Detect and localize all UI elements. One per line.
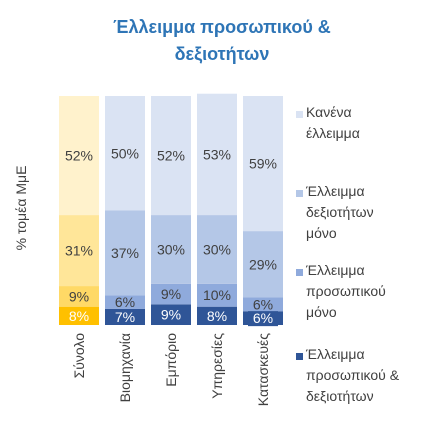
legend-label: Κανένα έλλειμμα: [306, 102, 444, 144]
bar-segment: [105, 96, 145, 211]
legend-swatch: [296, 353, 303, 360]
data-label: 59%: [249, 156, 277, 172]
data-label: 50%: [111, 145, 139, 161]
data-label: 8%: [207, 308, 227, 324]
y-axis-label: % τομέα ΜμΕ: [13, 166, 29, 251]
data-label: 6%: [253, 310, 273, 326]
bar-segment: [243, 297, 283, 312]
legend-label-line: Κανένα: [306, 104, 352, 120]
legend-label-line: Έλλειμμα: [306, 262, 365, 278]
chart-title-line-1: Έλλειμμα προσωπικού &: [113, 17, 331, 37]
bar-segment: [59, 286, 99, 307]
chart-title-line-2: δεξιοτήτων: [174, 44, 270, 64]
data-label: 7%: [115, 309, 135, 325]
legend-label-line: μόνο: [306, 225, 337, 241]
bar-segment: [151, 96, 191, 216]
data-label: 6%: [253, 296, 273, 312]
data-label: 9%: [69, 288, 89, 304]
data-label: 9%: [161, 307, 181, 323]
bar-segment: [105, 210, 145, 296]
data-label: 30%: [203, 241, 231, 257]
bar-segment: [243, 96, 283, 232]
legend-label: Έλλειμμα προσωπικού & δεξιοτήτων: [306, 344, 444, 407]
bar-segment: [151, 283, 191, 305]
x-tick-label: Βιομηχανία: [117, 333, 133, 402]
bar-segment: [197, 93, 237, 216]
chart-title: Έλλειμμα προσωπικού & δεξιοτήτων: [0, 14, 444, 68]
data-label-background: [156, 307, 186, 323]
data-label: 8%: [69, 308, 89, 324]
data-label: 31%: [65, 243, 93, 259]
x-tick-label: Εμπόριο: [163, 333, 179, 387]
legend-label-line: έλλειμμα: [306, 125, 360, 141]
data-label: 9%: [161, 286, 181, 302]
data-label: 6%: [115, 294, 135, 310]
x-tick-label: Κατασκευές: [255, 333, 271, 406]
data-label: 30%: [157, 241, 185, 257]
bar-segment: [59, 96, 99, 216]
bars-layer: [59, 93, 283, 325]
legend-label: Έλλειμμα προσωπικού μόνο: [306, 260, 444, 323]
bar-segment: [197, 215, 237, 284]
data-label-background: [64, 308, 94, 324]
bar-segment: [59, 215, 99, 287]
legend-label-line: μόνο: [306, 304, 337, 320]
legend-label: Έλλειμμα δεξιοτήτων μόνο: [306, 181, 444, 244]
data-label: 37%: [111, 245, 139, 261]
data-label: 53%: [203, 146, 231, 162]
legend-swatch: [296, 111, 303, 118]
legend-label-line: Έλλειμμα: [306, 183, 365, 199]
bar-segment: [105, 295, 145, 309]
legend-label-line: δεξιοτήτων: [306, 388, 374, 404]
data-label-background: [202, 308, 232, 324]
legend-label-line: προσωπικού: [306, 283, 386, 299]
data-label: 52%: [65, 148, 93, 164]
legend-swatch: [296, 269, 303, 276]
data-labels-layer: 8%9%31%52%7%6%37%50%9%9%30%52%8%10%30%53…: [64, 145, 278, 327]
data-label: 29%: [249, 256, 277, 272]
legend-label-line: δεξιοτήτων: [306, 204, 374, 220]
bar-segment: [243, 231, 283, 298]
x-tick-label: Σύνολο: [71, 333, 87, 379]
x-tick-labels-layer: Σύνολο Βιομηχανία Εμπόριο Υπηρεσίες Κατασκευ…: [71, 333, 271, 406]
data-label: 10%: [203, 287, 231, 303]
bar-segment: [197, 283, 237, 307]
bar-segment: [151, 215, 191, 284]
legend-label-line: Έλλειμμα: [306, 346, 365, 362]
x-tick-label: Υπηρεσίες: [209, 333, 225, 399]
data-label-background: [110, 309, 140, 325]
data-label: 52%: [157, 148, 185, 164]
legend-swatch: [296, 190, 303, 197]
legend-label-line: προσωπικού &: [306, 367, 400, 383]
data-label-background: [248, 311, 278, 327]
